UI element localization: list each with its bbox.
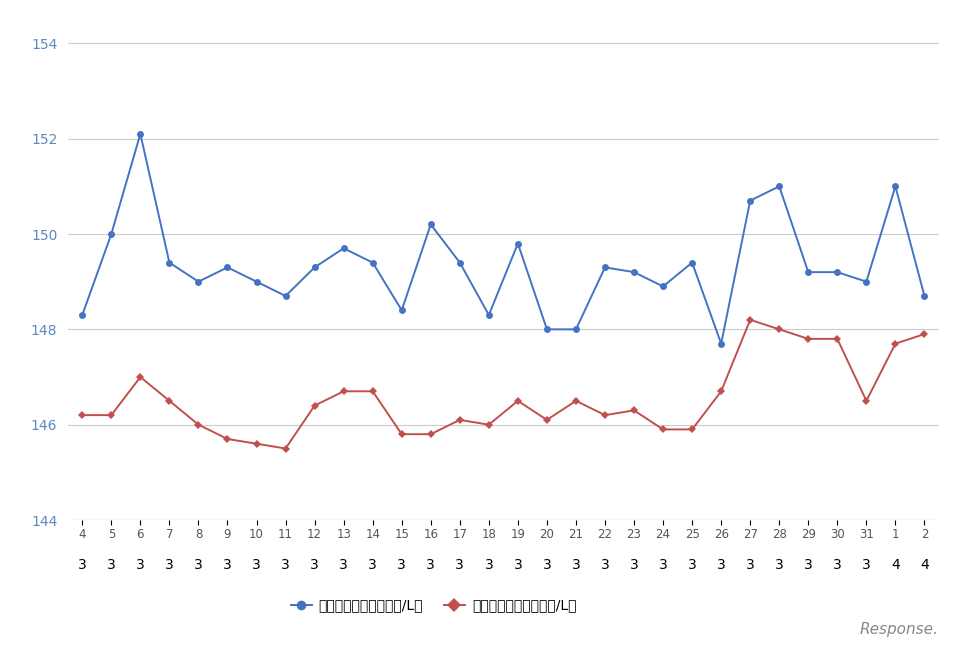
ハイオク実売価格（円/L） bbox=[890, 340, 901, 348]
ハイオク実売価格（円/L） bbox=[483, 421, 495, 428]
ハイオク看板価格（円/L） bbox=[367, 259, 378, 266]
ハイオク看板価格（円/L） bbox=[222, 263, 233, 271]
ハイオク実売価格（円/L） bbox=[715, 387, 727, 395]
ハイオク看板価格（円/L） bbox=[744, 197, 756, 205]
ハイオク実売価格（円/L） bbox=[396, 430, 408, 438]
ハイオク実売価格（円/L） bbox=[454, 416, 466, 424]
ハイオク看板価格（円/L） bbox=[193, 278, 204, 285]
ハイオク看板価格（円/L） bbox=[483, 311, 495, 319]
ハイオク看板価格（円/L） bbox=[919, 292, 930, 300]
ハイオク実売価格（円/L） bbox=[425, 430, 437, 438]
ハイオク看板価格（円/L） bbox=[454, 259, 466, 266]
ハイオク実売価格（円/L） bbox=[280, 445, 291, 452]
ハイオク実売価格（円/L） bbox=[599, 411, 611, 419]
ハイオク実売価格（円/L） bbox=[628, 406, 640, 414]
ハイオク看板価格（円/L） bbox=[657, 283, 669, 291]
ハイオク実売価格（円/L） bbox=[773, 326, 785, 333]
ハイオク実売価格（円/L） bbox=[686, 426, 698, 434]
ハイオク実売価格（円/L） bbox=[135, 373, 146, 381]
ハイオク看板価格（円/L） bbox=[280, 292, 291, 300]
ハイオク看板価格（円/L） bbox=[76, 311, 88, 319]
ハイオク看板価格（円/L） bbox=[832, 268, 843, 276]
ハイオク実売価格（円/L） bbox=[570, 397, 582, 405]
ハイオク看板価格（円/L） bbox=[890, 183, 901, 190]
ハイオク実売価格（円/L） bbox=[919, 330, 930, 338]
ハイオク実売価格（円/L） bbox=[832, 335, 843, 343]
ハイオク実売価格（円/L） bbox=[744, 316, 756, 324]
ハイオク看板価格（円/L） bbox=[106, 230, 117, 238]
ハイオク実売価格（円/L） bbox=[367, 387, 378, 395]
ハイオク実売価格（円/L） bbox=[861, 397, 872, 405]
ハイオク看板価格（円/L） bbox=[541, 326, 553, 333]
ハイオク看板価格（円/L） bbox=[251, 278, 262, 285]
ハイオク看板価格（円/L） bbox=[773, 183, 785, 190]
Line: ハイオク看板価格（円/L）: ハイオク看板価格（円/L） bbox=[78, 131, 928, 347]
ハイオク看板価格（円/L） bbox=[861, 278, 872, 285]
ハイオク実売価格（円/L） bbox=[164, 397, 175, 405]
ハイオク実売価格（円/L） bbox=[193, 421, 204, 428]
ハイオク看板価格（円/L） bbox=[164, 259, 175, 266]
ハイオク看板価格（円/L） bbox=[628, 268, 640, 276]
ハイオク実売価格（円/L） bbox=[657, 426, 669, 434]
ハイオク実売価格（円/L） bbox=[76, 411, 88, 419]
ハイオク看板価格（円/L） bbox=[135, 130, 146, 138]
ハイオク実売価格（円/L） bbox=[512, 397, 524, 405]
ハイオク看板価格（円/L） bbox=[802, 268, 814, 276]
ハイオク実売価格（円/L） bbox=[338, 387, 349, 395]
ハイオク看板価格（円/L） bbox=[715, 340, 727, 348]
ハイオク実売価格（円/L） bbox=[251, 440, 262, 448]
ハイオク看板価格（円/L） bbox=[599, 263, 611, 271]
ハイオク実売価格（円/L） bbox=[541, 416, 553, 424]
ハイオク看板価格（円/L） bbox=[570, 326, 582, 333]
ハイオク実売価格（円/L） bbox=[222, 435, 233, 443]
ハイオク看板価格（円/L） bbox=[686, 259, 698, 266]
ハイオク看板価格（円/L） bbox=[396, 306, 408, 314]
ハイオク実売価格（円/L） bbox=[106, 411, 117, 419]
Text: Response.: Response. bbox=[861, 622, 939, 637]
ハイオク実売価格（円/L） bbox=[309, 402, 320, 410]
ハイオク実売価格（円/L） bbox=[802, 335, 814, 343]
ハイオク看板価格（円/L） bbox=[338, 244, 349, 252]
Line: ハイオク実売価格（円/L）: ハイオク実売価格（円/L） bbox=[79, 317, 927, 451]
ハイオク看板価格（円/L） bbox=[512, 240, 524, 248]
ハイオク看板価格（円/L） bbox=[425, 220, 437, 228]
ハイオク看板価格（円/L） bbox=[309, 263, 320, 271]
Legend: ハイオク看板価格（円/L）, ハイオク実売価格（円/L）: ハイオク看板価格（円/L）, ハイオク実売価格（円/L） bbox=[286, 593, 582, 618]
